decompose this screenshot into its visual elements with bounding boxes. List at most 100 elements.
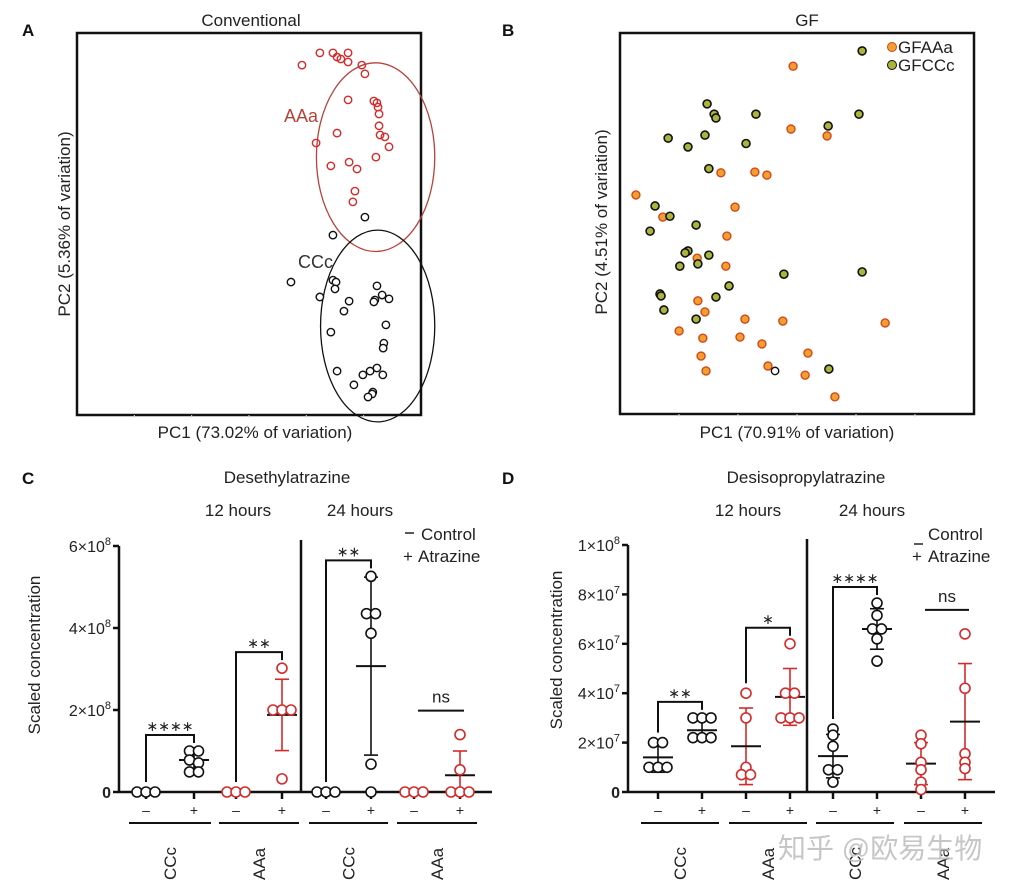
group-label-aaa: AAa: [250, 847, 269, 880]
significance-label: ∗∗: [668, 685, 691, 701]
point-gfaaa: [701, 366, 711, 376]
panel-letter-c: C: [22, 469, 34, 488]
data-point: [915, 738, 927, 750]
data-point: [417, 786, 429, 798]
point-ccc: [381, 320, 391, 330]
point-gfaaa: [735, 332, 745, 342]
panel-letter-b: B: [502, 21, 514, 40]
point-ccc: [360, 212, 370, 222]
group-label-ccc: CCc: [161, 846, 180, 880]
panel-b-marks: [631, 46, 916, 417]
legend-swatch-gfccc: [887, 60, 897, 70]
ellipse-aaa: [315, 62, 436, 253]
treat-label-minus: –: [410, 802, 418, 818]
point-ccc: [363, 392, 373, 402]
data-point: [871, 633, 883, 645]
point-aaa: [344, 157, 354, 167]
treat-label-plus: +: [698, 802, 706, 818]
data-point: [788, 687, 801, 700]
point-aaa: [326, 161, 336, 171]
data-point: [454, 728, 466, 741]
point-aaa: [371, 152, 381, 162]
data-point: [192, 766, 205, 778]
point-gfaaa: [716, 168, 726, 178]
data-point: [915, 763, 927, 776]
panel-a: A Conventional PC1 (73.02% of variation)…: [22, 11, 436, 442]
point-ccc: [378, 343, 388, 353]
treat-label-plus: +: [190, 802, 198, 818]
point-gfccc: [751, 109, 761, 119]
point-aaa: [372, 98, 382, 108]
y-tick-label: 6×108: [69, 536, 111, 556]
point-gfccc: [691, 220, 701, 230]
panel-c-legend-control: Control: [421, 525, 476, 544]
group-label-ccc: CCc: [846, 846, 865, 880]
y-tick-label: 0: [611, 785, 620, 802]
point-gfccc: [663, 133, 673, 143]
point-aaa: [332, 128, 342, 138]
point-gfaaa: [674, 326, 684, 336]
point-gfccc: [659, 305, 669, 315]
panel-c-title: Desethylatrazine: [224, 468, 351, 487]
point-gfccc: [779, 269, 789, 279]
point-gfaaa: [721, 261, 731, 271]
data-point: [276, 773, 288, 785]
group-label-aaa: AAa: [934, 847, 953, 880]
point-gfaaa: [693, 296, 703, 306]
tick-exponent: 7: [614, 584, 620, 596]
data-point: [656, 736, 669, 749]
tick-mantissa: 2×10: [69, 703, 105, 720]
data-point: [871, 655, 883, 667]
point-gfccc: [683, 142, 693, 152]
point-gfaaa: [763, 361, 773, 371]
data-point: [744, 768, 757, 781]
y-tick-label: 1×108: [578, 535, 620, 555]
point-gfccc: [650, 201, 660, 211]
point-gfccc: [704, 250, 714, 260]
point-gfaaa: [788, 61, 798, 71]
data-point: [915, 783, 927, 796]
significance-bracket: [325, 559, 372, 782]
tick-mantissa: 6×10: [578, 637, 614, 654]
point-ccc: [349, 380, 359, 390]
legend-plus-mark: +: [403, 547, 413, 566]
point-gfccc: [857, 267, 867, 277]
y-tick-label: 2×107: [578, 733, 620, 753]
point-gfccc: [700, 130, 710, 140]
tick-mantissa: 2×10: [578, 736, 614, 753]
data-point: [875, 623, 888, 635]
legend-swatch-gfaaa: [887, 42, 897, 52]
treat-label-minus: –: [322, 802, 330, 818]
data-point: [827, 729, 839, 741]
point-gfccc: [704, 163, 714, 174]
significance-label: ns: [938, 587, 956, 606]
data-point: [740, 712, 752, 724]
point-ccc: [315, 292, 325, 302]
point-aaa: [384, 142, 394, 152]
significance-bracket: [832, 586, 878, 720]
data-point: [784, 637, 796, 650]
significance-bracket: [145, 734, 195, 782]
tick-exponent: 7: [614, 634, 620, 646]
point-gfccc: [823, 121, 833, 131]
point-ccc: [330, 284, 340, 294]
tick-mantissa: 1×10: [578, 538, 614, 555]
panel-d-legend-control: Control: [928, 525, 983, 544]
point-gfaaa: [786, 124, 796, 134]
data-point: [285, 704, 297, 716]
point-aaa: [374, 121, 384, 131]
point-aaa: [348, 197, 358, 207]
point-gfccc: [711, 113, 721, 123]
panel-b-plot-frame: [618, 31, 976, 416]
point-gfaaa: [757, 339, 767, 349]
point-gfaaa: [698, 333, 708, 343]
group-label-aaa: AAa: [284, 106, 319, 126]
treat-label-plus: +: [786, 802, 794, 818]
point-ccc: [344, 296, 354, 306]
point-ccc: [365, 366, 375, 376]
point-gfaaa: [830, 392, 840, 402]
y-tick-label: 4×108: [69, 618, 111, 638]
tick-mantissa: 8×10: [578, 587, 614, 604]
panel-b: B GF PC1 (70.91% of variation) PC2 (4.51…: [502, 11, 976, 442]
point-ccc: [372, 363, 382, 373]
